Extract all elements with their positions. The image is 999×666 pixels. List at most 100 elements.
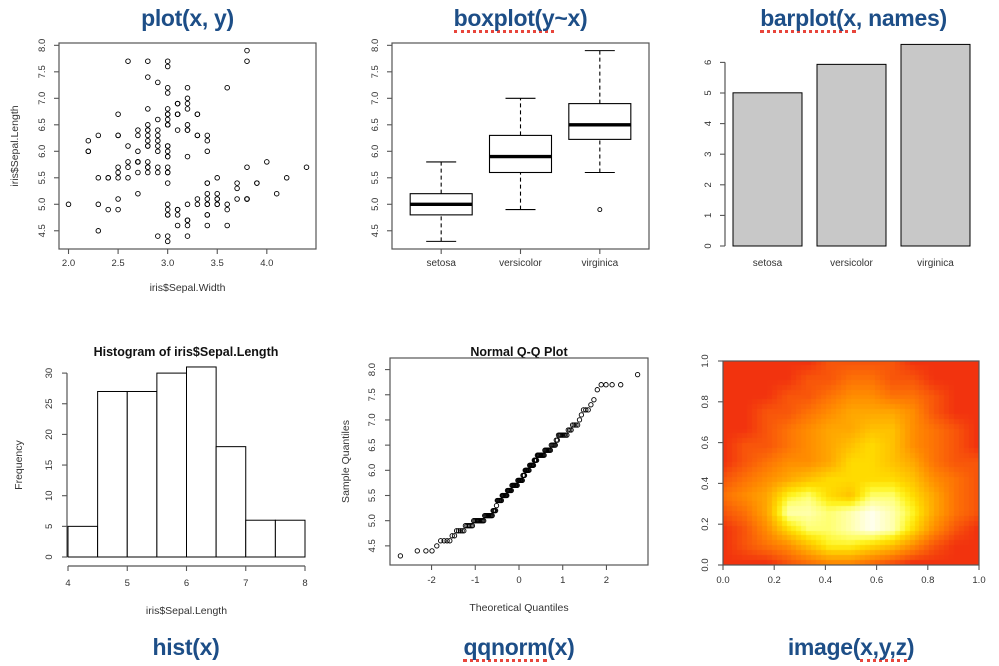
plot-box [58, 42, 317, 250]
plot-box [722, 360, 980, 566]
caption-underlined-text: x,y,z [860, 635, 907, 663]
hist-bar [97, 390, 128, 558]
caption-underlined-text: barplot(x [760, 6, 856, 34]
bars [732, 43, 971, 247]
boxplot-svg: 4.5 5.0 5.5 6.0 6.5 7.0 7.5 8.0 setosa versicolor… [370, 39, 650, 269]
x-tick-label: 6 [184, 578, 189, 589]
y-tick-label: 4.5 [37, 224, 48, 237]
y-tick-label: 4 [703, 121, 714, 126]
hist-bar [274, 519, 306, 558]
y-tick-label: 7.0 [37, 92, 48, 105]
y-tick-label: 7.0 [370, 92, 381, 105]
hist-bar [245, 519, 276, 558]
y-tick-label: 0.2 [700, 518, 711, 531]
y-tick-label: 5.5 [370, 171, 381, 184]
category-label: setosa [753, 258, 783, 269]
caption-text: ~x) [554, 5, 588, 31]
panel-histogram: Histogram of iris$Sepal.Length 0 5 10 15 20 2… [0, 333, 333, 666]
bar [816, 63, 887, 247]
panel-qqplot: Normal Q-Q Plot -2 -1 0 1 2 4.5 5.0 5.5 6.0 6.5 7.… [333, 333, 666, 666]
y-axis-label: Frequency [13, 439, 25, 489]
caption-barplot: barplot(x, names) [725, 5, 982, 34]
caption-qqnorm: qqnorm(x) [390, 634, 648, 663]
y-tick-label: 3 [703, 152, 714, 157]
x-tick-label: -1 [471, 575, 479, 586]
y-axis-label: iris$Sepal.Length [9, 105, 21, 186]
y-tick-label: 30 [44, 368, 55, 379]
box-iqr [488, 134, 553, 174]
y-tick-label: 1.0 [700, 354, 711, 367]
y-axis-label: Sample Quantiles [340, 420, 352, 503]
x-tick-label: 8 [302, 578, 307, 589]
caption-boxplot: boxplot(y~x) [392, 5, 649, 34]
x-tick-label: 0.4 [819, 575, 832, 586]
y-tick-label: 7.0 [367, 413, 378, 426]
y-tick-label: 8.0 [370, 39, 381, 52]
category-label: versicolor [499, 258, 542, 269]
x-tick-label: 4 [65, 578, 70, 589]
x-tick-label: -2 [427, 575, 435, 586]
x-tick-label: 1.0 [972, 575, 985, 586]
qqplot-title: Normal Q-Q Plot [470, 345, 568, 359]
panel-scatter: plot(x, y) 2.0 2.5 3.0 3.5 4.0 4.5 5.0 5.5 6.0 6.… [0, 0, 333, 333]
y-tick-label: 6.0 [367, 464, 378, 477]
hist-bar [186, 366, 217, 558]
y-tick-label: 1 [703, 213, 714, 218]
caption-underlined-text: qqnorm [463, 635, 548, 663]
y-tick-label: 4.5 [370, 224, 381, 237]
y-tick-label: 6.5 [37, 118, 48, 131]
y-tick-label: 5.0 [37, 198, 48, 211]
caption-text: , names) [855, 5, 947, 31]
caption-hist: hist(x) [67, 634, 305, 661]
x-tick-label: 0.2 [768, 575, 781, 586]
panel-boxplot: boxplot(y~x) 4.5 5.0 5.5 6.0 6.5 7.0 7.5 8.0 set… [333, 0, 666, 333]
hist-bar [156, 372, 187, 558]
histogram-title: Histogram of iris$Sepal.Length [93, 345, 279, 359]
x-tick-label: 3.0 [161, 258, 174, 269]
x-axis-label: iris$Sepal.Length [146, 605, 227, 617]
y-tick-label: 6.0 [37, 145, 48, 158]
heatmap-canvas [723, 361, 979, 565]
y-tick-label: 8.0 [367, 363, 378, 376]
qqplot-svg: -2 -1 0 1 2 4.5 5.0 5.5 6.0 6.5 7.0 7.5 8.0 Theoretic… [340, 357, 649, 614]
x-tick-label: 7 [243, 578, 248, 589]
category-label: versicolor [830, 258, 873, 269]
outlier-point [597, 207, 603, 213]
y-tick-label: 5.5 [367, 489, 378, 502]
y-tick-label: 5.5 [37, 171, 48, 184]
y-tick-label: 4.5 [367, 539, 378, 552]
x-axis-label: Theoretical Quantiles [469, 602, 568, 614]
y-tick-label: 0.0 [700, 558, 711, 571]
y-tick-label: 5.0 [370, 198, 381, 211]
caption-plot: plot(x, y) [59, 5, 316, 32]
y-tick-label: 20 [44, 429, 55, 440]
boxplot-groups [409, 50, 632, 242]
caption-text: plot(x, y) [141, 5, 234, 31]
hist-bars [67, 366, 306, 558]
hist-bar [67, 525, 99, 558]
y-tick-label: 0.6 [700, 436, 711, 449]
x-tick-label: 0.0 [716, 575, 729, 586]
histogram-svg: 0 5 10 15 20 25 30 4 5 6 7 8 iris$Sepal.Length Freque… [13, 366, 308, 617]
y-tick-label: 6 [703, 60, 714, 65]
x-tick-label: 3.5 [211, 258, 224, 269]
caption-underlined-text: boxplot(y [453, 6, 555, 34]
y-tick-label: 7.5 [370, 65, 381, 78]
y-tick-label: 25 [44, 398, 55, 409]
panel-barplot: barplot(x, names) 0 1 2 3 4 5 6 setosa versicolo… [666, 0, 999, 333]
hist-bar [126, 390, 158, 558]
heatmap-axes-svg: 0.0 0.2 0.4 0.6 0.8 1.0 0.0 0.2 0.4 0.6 0.8 1.0 [700, 354, 986, 586]
x-tick-label: 2.5 [111, 258, 124, 269]
x-axis-label: iris$Sepal.Width [150, 282, 226, 294]
y-tick-label: 0 [44, 554, 55, 559]
x-tick-label: 2.0 [62, 258, 75, 269]
y-tick-label: 5 [703, 90, 714, 95]
barplot-svg: 0 1 2 3 4 5 6 setosa versicolor virginica [703, 43, 971, 269]
x-tick-label: 4.0 [260, 258, 273, 269]
caption-image: image(x,y,z) [723, 634, 979, 663]
y-tick-label: 5 [44, 524, 55, 529]
x-tick-label: 0.8 [921, 575, 934, 586]
x-tick-label: 0.6 [870, 575, 883, 586]
x-tick-label: 0 [516, 575, 521, 586]
